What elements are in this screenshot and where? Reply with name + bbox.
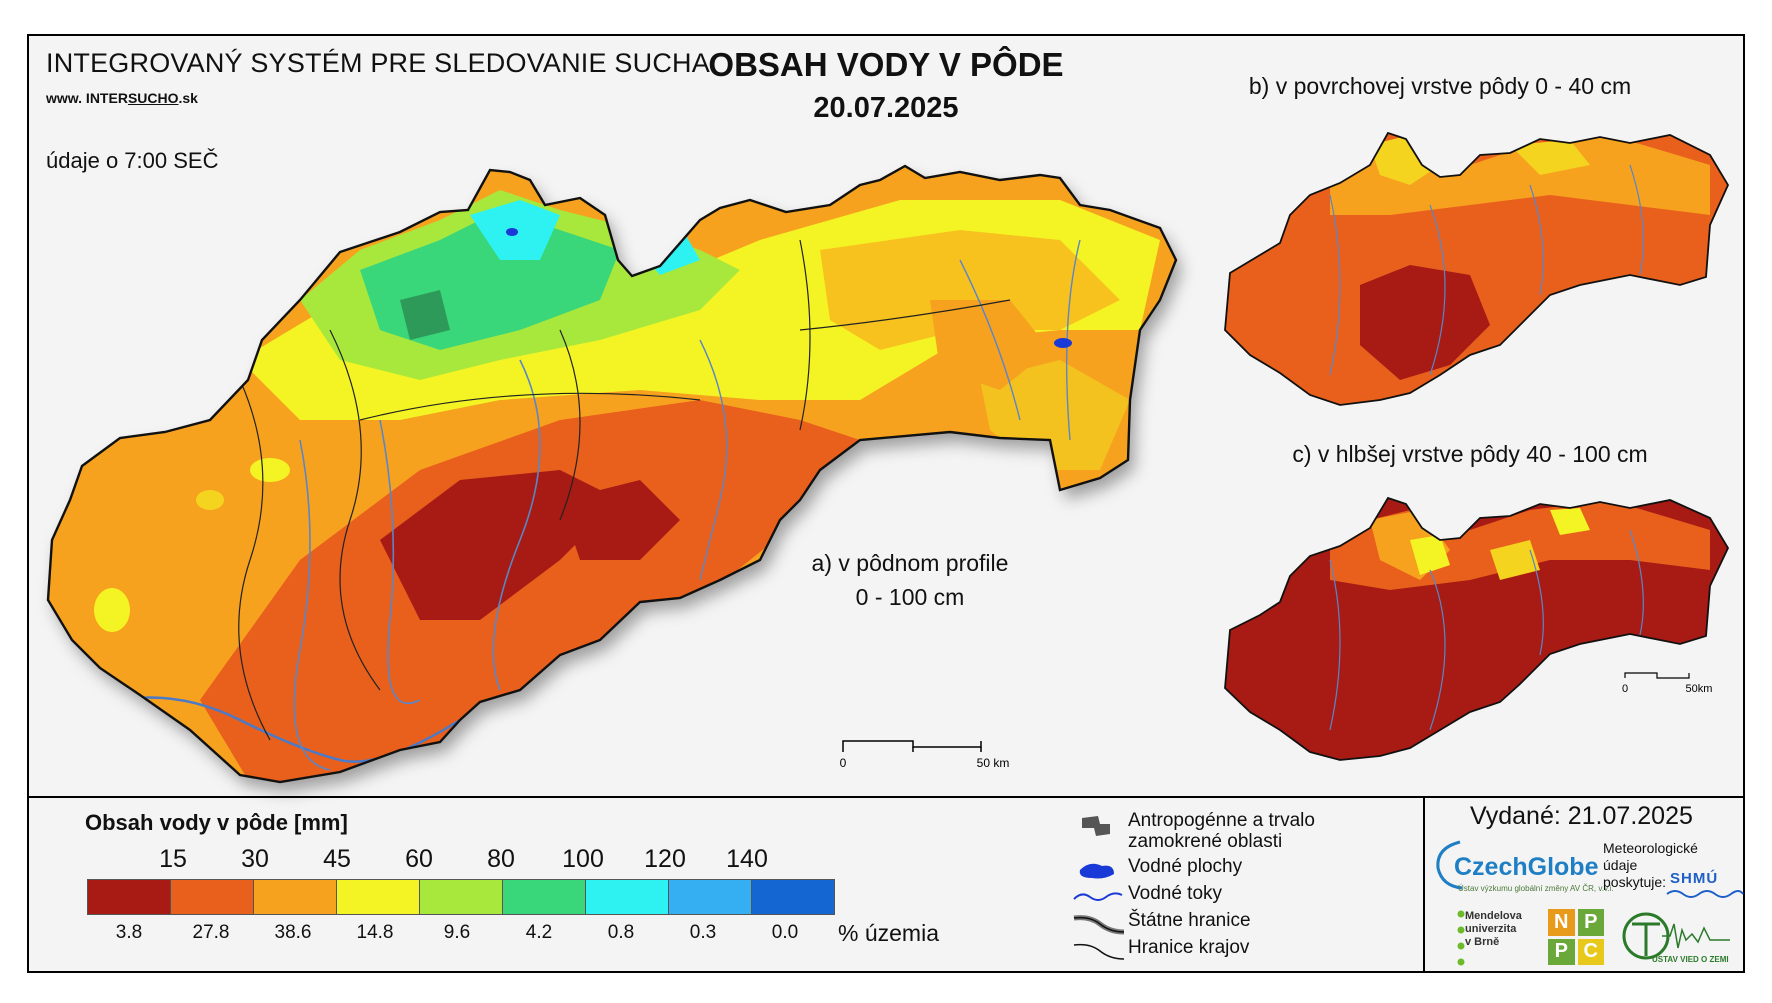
- water-body-icon: [1079, 863, 1114, 879]
- map-a-label: a) v pôdnom profile 0 - 100 cm: [770, 546, 1050, 614]
- state-border-icon: [1073, 915, 1125, 935]
- key-region-border: Hranice krajov: [1070, 937, 1249, 965]
- legend-swatch: [171, 880, 254, 914]
- legend-swatch: [420, 880, 503, 914]
- legend-swatch: [503, 880, 586, 914]
- legend-threshold: 30: [241, 845, 269, 873]
- legend-percentage: 38.6: [274, 922, 312, 943]
- key-watercourse: Vodné toky: [1070, 883, 1222, 911]
- legend-divider: [27, 796, 1745, 798]
- page-title: OBSAH VODY V PÔDE: [708, 46, 1064, 83]
- map-a-label-line1: a) v pôdnom profile: [811, 550, 1009, 576]
- meteo-provider-text: Meteorologické údaje poskytuje:: [1603, 840, 1698, 891]
- legend-threshold: 140: [726, 845, 768, 873]
- key-text-line1: Vodné toky: [1128, 883, 1223, 904]
- npc-letter: P: [1577, 909, 1604, 936]
- czechglobe-arc-icon: [1436, 840, 1463, 890]
- legend-swatch: [586, 880, 669, 914]
- map-c-svg: [1224, 496, 1730, 761]
- map-a-label-line2: 0 - 100 cm: [855, 584, 965, 610]
- key-state-border: Štátne hranice: [1070, 910, 1251, 938]
- key-text-line1: Hranice krajov: [1128, 937, 1250, 958]
- scale-small-start: 0: [1622, 683, 1628, 695]
- legend-threshold: 15: [159, 845, 187, 873]
- legend-percentage: 9.6: [443, 922, 471, 943]
- legend-percentage: 27.8: [192, 922, 230, 943]
- scale-bar-small: 0 50km: [1622, 672, 1713, 695]
- legend-percentage: 0.3: [689, 922, 717, 943]
- system-title: INTEGROVANÝ SYSTÉM PRE SLEDOVANIE SUCHA: [46, 48, 710, 78]
- key-text-line1: Štátne hranice: [1128, 910, 1251, 931]
- key-anthropogenic: Antropogénne a trvalo zamokrené oblasti: [1070, 810, 1315, 852]
- legend-swatch: [669, 880, 752, 914]
- meteo-line: údaje: [1603, 857, 1638, 873]
- legend-percent-label: % územia: [838, 920, 939, 946]
- mendel-dots-icon: [1457, 910, 1465, 966]
- legend-percentage: 3.8: [115, 922, 143, 943]
- key-water-body: Vodné plochy: [1070, 856, 1242, 884]
- mendel-line: Mendelova: [1465, 910, 1522, 922]
- meteo-line: Meteorologické: [1603, 840, 1698, 856]
- meteo-line: poskytuje:: [1603, 874, 1667, 890]
- scale-main-start: 0: [840, 756, 847, 770]
- watercourse-icon: [1073, 892, 1123, 901]
- legend-threshold: 100: [562, 845, 604, 873]
- website-link[interactable]: www. INTERSUCHO.sk: [46, 90, 198, 106]
- earth-institute-logo-icon: [1622, 912, 1730, 960]
- map-c-label: c) v hlbšej vrstve pôdy 40 - 100 cm: [1292, 441, 1648, 467]
- legend-swatch: [752, 880, 834, 914]
- issued-date: Vydané: 21.07.2025: [1470, 802, 1693, 830]
- map-b-svg: [1224, 131, 1730, 406]
- footer-divider: [1423, 796, 1425, 973]
- scale-bar-main: 0 50 km: [840, 740, 1010, 770]
- legend-swatch: [88, 880, 171, 914]
- legend-color-scale: [87, 879, 835, 915]
- mendel-line: univerzita: [1465, 923, 1517, 935]
- npc-letter: P: [1548, 938, 1575, 965]
- shmu-waves-icon: [1666, 890, 1744, 898]
- czechglobe-logo: CzechGlobe: [1454, 853, 1599, 881]
- legend-threshold: 45: [323, 845, 351, 873]
- key-text-line1: Vodné plochy: [1128, 856, 1243, 877]
- shmu-logo: SHMÚ: [1670, 870, 1719, 887]
- legend-swatch: [254, 880, 337, 914]
- scale-main-end: 50 km: [977, 756, 1010, 770]
- scale-small-end: 50km: [1686, 683, 1713, 695]
- npc-letter: N: [1548, 909, 1575, 936]
- legend-percentage: 0.0: [771, 922, 799, 943]
- legend-swatch: [337, 880, 420, 914]
- key-text-line2: zamokrené oblasti: [1128, 831, 1283, 852]
- legend-threshold: 80: [487, 845, 515, 873]
- key-text-line1: Antropogénne a trvalo: [1128, 810, 1315, 831]
- map-date: 20.07.2025: [813, 92, 959, 124]
- anthropogenic-area-icon: [1082, 816, 1110, 836]
- data-time: údaje o 7:00 SEČ: [46, 148, 219, 173]
- legend-percentage: 14.8: [356, 922, 394, 943]
- legend-percentage: 4.2: [525, 922, 553, 943]
- mendel-university-logo: Mendelova univerzita v Brně: [1465, 910, 1522, 949]
- legend-threshold: 120: [644, 845, 686, 873]
- npc-letter: C: [1577, 938, 1604, 965]
- mendel-line: v Brně: [1465, 936, 1500, 948]
- legend-threshold: 60: [405, 845, 433, 873]
- legend-title: Obsah vody v pôde [mm]: [85, 810, 348, 835]
- map-b-label: b) v povrchovej vrstve pôdy 0 - 40 cm: [1248, 73, 1632, 99]
- region-border-icon: [1073, 943, 1125, 960]
- legend-percentage: 0.8: [607, 922, 635, 943]
- npc-logo: N P P C: [1548, 909, 1604, 965]
- earth-institute-name: ÚSTAV VIED O ZEMI: [1652, 955, 1729, 964]
- czechglobe-subtitle: Ústav výzkumu globální změny AV ČR, v.v.…: [1458, 884, 1614, 893]
